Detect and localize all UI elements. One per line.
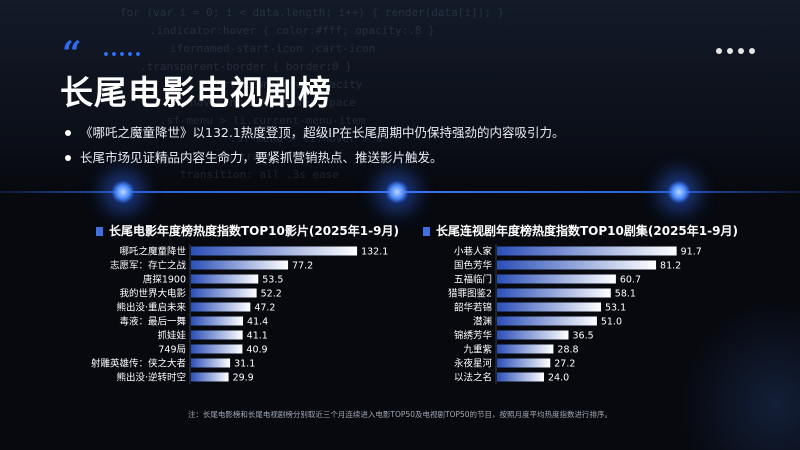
quote-dots-decoration <box>104 52 140 56</box>
glow-dot-left <box>110 179 136 205</box>
movie-value-label: 41.4 <box>247 317 268 328</box>
tv-bar-chart: 小巷人家 91.7 国色芳华 81.2 五福临门 60.7 猎罪图鉴2 58.1 韶华若锦 53.… <box>448 244 702 384</box>
movie-value-label: 47.2 <box>254 303 275 314</box>
movie-category-label: 熊出没·重启未来 <box>116 302 186 314</box>
movie-category-label: 唐探1900 <box>143 274 186 286</box>
tv-value-label: 81.2 <box>660 261 681 272</box>
tv-bar <box>497 288 611 298</box>
more-dots-icon <box>716 48 755 54</box>
tv-bar <box>497 344 554 354</box>
movie-category-label: 749局 <box>158 345 186 356</box>
movie-value-label: 77.2 <box>292 261 313 272</box>
glow-dot-center <box>384 179 410 205</box>
movie-category-label: 毒液：最后一舞 <box>119 316 186 328</box>
summary-bullets: 《哪吒之魔童降世》以132.1热度登顶，超级IP在长尾周期中仍保持强劲的内容吸引… <box>62 120 565 170</box>
tv-category-label: 小巷人家 <box>454 246 493 258</box>
movie-value-label: 41.1 <box>247 331 268 342</box>
tv-chart-title: 长尾连视剧年度榜热度指数TOP10剧集(2025年1-9月) <box>423 222 738 239</box>
movie-value-label: 29.9 <box>233 373 254 384</box>
tv-bar <box>497 330 569 340</box>
movie-bar-chart: 哪吒之魔童降世 132.1 志愿军：存亡之战 77.2 唐探1900 53.5 我的世界大电… <box>91 244 388 384</box>
bullet-point: 长尾市场见证精品内容生命力，要紧抓营销热点、推送影片触发。 <box>62 145 565 170</box>
movie-bar <box>191 372 229 382</box>
footnote: 注：长尾电影榜和长尾电视剧榜分别取近三个月连续进入电影TOP50及电视剧TOP5… <box>187 410 613 419</box>
bullet-point: 《哪吒之魔童降世》以132.1热度登顶，超级IP在长尾周期中仍保持强劲的内容吸引… <box>62 120 565 145</box>
tv-bar <box>497 246 677 256</box>
tv-category-label: 五福临门 <box>454 274 492 286</box>
background-code-texture: for (var i = 0; i < data.length; i++) { … <box>0 0 800 190</box>
movie-category-label: 哪吒之魔童降世 <box>119 246 186 258</box>
movie-value-label: 40.9 <box>246 345 267 356</box>
tv-value-label: 60.7 <box>620 275 641 286</box>
tv-category-label: 以法之名 <box>454 372 492 384</box>
tv-bar <box>497 274 616 284</box>
tv-value-label: 91.7 <box>681 247 702 258</box>
tv-value-label: 27.2 <box>554 359 575 370</box>
movie-bar <box>191 288 257 298</box>
tv-value-label: 58.1 <box>615 289 636 300</box>
movie-bar <box>191 358 231 368</box>
glow-dot-right <box>666 179 692 205</box>
tv-value-label: 28.8 <box>557 345 578 356</box>
movie-value-label: 52.2 <box>261 289 282 300</box>
tv-value-label: 51.0 <box>601 317 622 328</box>
tv-bar <box>497 260 657 270</box>
movie-category-label: 熊出没·逆转时空 <box>116 372 186 384</box>
tv-value-label: 24.0 <box>548 373 569 384</box>
tv-category-label: 国色芳华 <box>454 260 493 272</box>
movie-value-label: 31.1 <box>234 359 255 370</box>
movie-category-label: 抓娃娃 <box>157 330 186 342</box>
movie-value-label: 53.5 <box>262 275 283 286</box>
tv-category-label: 永夜星河 <box>454 358 493 370</box>
tv-category-label: 潜渊 <box>473 316 492 328</box>
movie-bar <box>191 274 259 284</box>
movie-category-label: 我的世界大电影 <box>119 288 186 300</box>
tv-category-label: 韶华若锦 <box>454 302 492 314</box>
movie-bar <box>191 246 358 256</box>
tv-bar <box>497 316 597 326</box>
tv-bar <box>497 358 551 368</box>
movie-bar <box>191 302 251 312</box>
movie-bar <box>191 316 244 326</box>
movie-value-label: 132.1 <box>361 247 388 258</box>
tv-value-label: 36.5 <box>572 331 593 342</box>
tv-category-label: 猎罪图鉴2 <box>448 288 492 300</box>
movie-bar <box>191 330 243 340</box>
tv-category-label: 锦绣芳华 <box>454 330 493 342</box>
movie-bar <box>191 344 243 354</box>
background-glow-bottom-right <box>680 300 800 450</box>
quote-mark-icon: “ <box>62 34 82 74</box>
tv-category-label: 九重紫 <box>463 344 492 356</box>
tv-bar <box>497 302 602 312</box>
page-title: 长尾电影电视剧榜 <box>60 73 332 112</box>
movie-category-label: 射雕英雄传：侠之大者 <box>91 358 186 370</box>
movie-category-label: 志愿军：存亡之战 <box>110 260 187 272</box>
tv-value-label: 53.1 <box>605 303 626 314</box>
movie-bar <box>191 260 289 270</box>
tv-bar <box>497 372 545 382</box>
movie-chart-title: 长尾电影年度榜热度指数TOP10影片(2025年1-9月) <box>96 222 399 239</box>
